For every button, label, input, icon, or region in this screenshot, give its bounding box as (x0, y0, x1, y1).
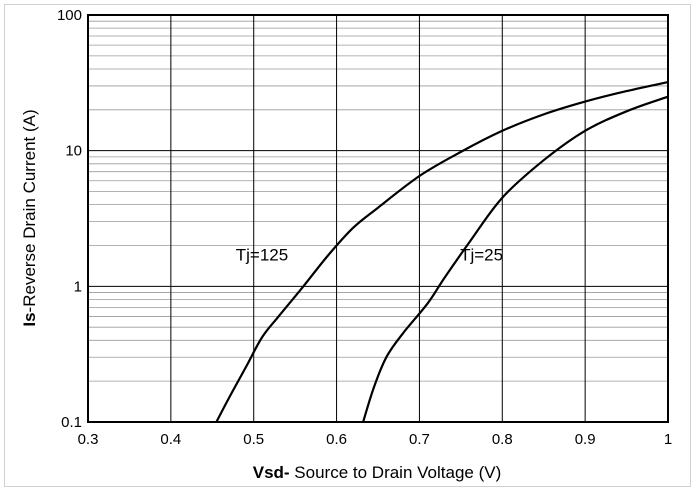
curve-labels: Tj=125 Tj=25 (236, 246, 503, 265)
y-tick-label: 1 (74, 278, 82, 295)
x-tick-label: 1 (664, 431, 672, 448)
series-line-tj-125 (215, 81, 669, 423)
y-axis-title-bold: Is (20, 312, 39, 326)
x-axis-title: Vsd- Source to Drain Voltage (V) (253, 463, 502, 482)
y-tick-labels: 0.1 1 10 100 (57, 7, 82, 431)
y-tick-label: 100 (57, 7, 82, 24)
curves (215, 81, 669, 423)
y-tick-label: 0.1 (61, 414, 82, 431)
minor-gridlines (88, 20, 668, 382)
x-tick-label: 0.9 (575, 431, 596, 448)
major-gridlines (88, 15, 668, 422)
x-tick-labels: 0.3 0.4 0.5 0.6 0.7 0.8 0.9 1 (78, 431, 673, 448)
y-axis-title: Is-Reverse Drain Current (A) (20, 109, 39, 326)
x-tick-label: 0.5 (243, 431, 264, 448)
curve-label: Tj=25 (460, 246, 503, 265)
x-tick-label: 0.3 (78, 431, 99, 448)
y-axis-title-rest: -Reverse Drain Current (A) (20, 109, 39, 312)
x-tick-label: 0.6 (326, 431, 347, 448)
series-line-tj-25 (362, 95, 669, 423)
x-axis-title-bold: Vsd- (253, 463, 290, 482)
y-tick-label: 10 (65, 143, 82, 160)
x-axis-title-rest: Source to Drain Voltage (V) (290, 463, 502, 482)
x-tick-label: 0.4 (160, 431, 181, 448)
x-tick-label: 0.7 (409, 431, 430, 448)
curve-label: Tj=125 (236, 246, 288, 265)
x-tick-label: 0.8 (492, 431, 513, 448)
plot-area-border (87, 14, 669, 423)
